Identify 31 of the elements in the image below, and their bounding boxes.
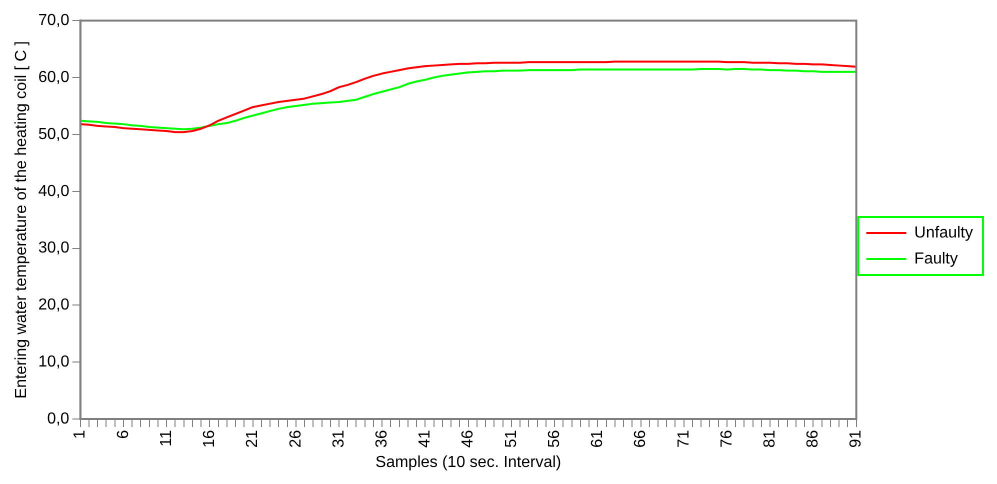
x-tick-label: 21 xyxy=(244,430,262,448)
x-tick-label: 16 xyxy=(201,430,218,448)
x-tick-label: 76 xyxy=(718,430,736,448)
y-tick-label: 60,0 xyxy=(38,68,70,86)
x-tick-label: 41 xyxy=(416,430,434,448)
y-tick-label: 20,0 xyxy=(38,296,70,314)
x-tick-label: 91 xyxy=(848,430,865,448)
y-tick-label: 40,0 xyxy=(38,182,70,200)
x-tick-label: 61 xyxy=(589,430,606,448)
x-tick-label: 51 xyxy=(502,430,520,448)
x-tick-label: 36 xyxy=(374,430,391,448)
x-tick-label: 1 xyxy=(72,430,89,439)
x-tick-label: 86 xyxy=(804,430,822,448)
y-tick-label: 10,0 xyxy=(38,353,70,370)
y-tick-label: 0,0 xyxy=(47,410,70,428)
legend-label: Faulty xyxy=(914,250,958,268)
x-axis-title: Samples (10 sec. Interval) xyxy=(375,454,562,471)
x-tick-label: 26 xyxy=(287,430,304,448)
x-tick-label: 6 xyxy=(114,430,132,439)
legend-label: Unfaulty xyxy=(914,224,974,242)
x-tick-label: 56 xyxy=(546,430,563,448)
y-tick-label: 50,0 xyxy=(38,126,70,143)
x-tick-label: 31 xyxy=(330,430,348,448)
x-tick-label: 46 xyxy=(460,430,477,448)
x-tick-label: 71 xyxy=(675,430,692,448)
x-tick-label: 81 xyxy=(761,430,778,448)
x-tick-label: 11 xyxy=(158,430,175,447)
y-tick-label: 30,0 xyxy=(38,240,70,257)
y-tick-label: 70,0 xyxy=(38,12,70,30)
y-axis-title: Entering water temperature of the heating coil [ C ] xyxy=(13,41,30,399)
x-tick-label: 66 xyxy=(632,430,650,448)
